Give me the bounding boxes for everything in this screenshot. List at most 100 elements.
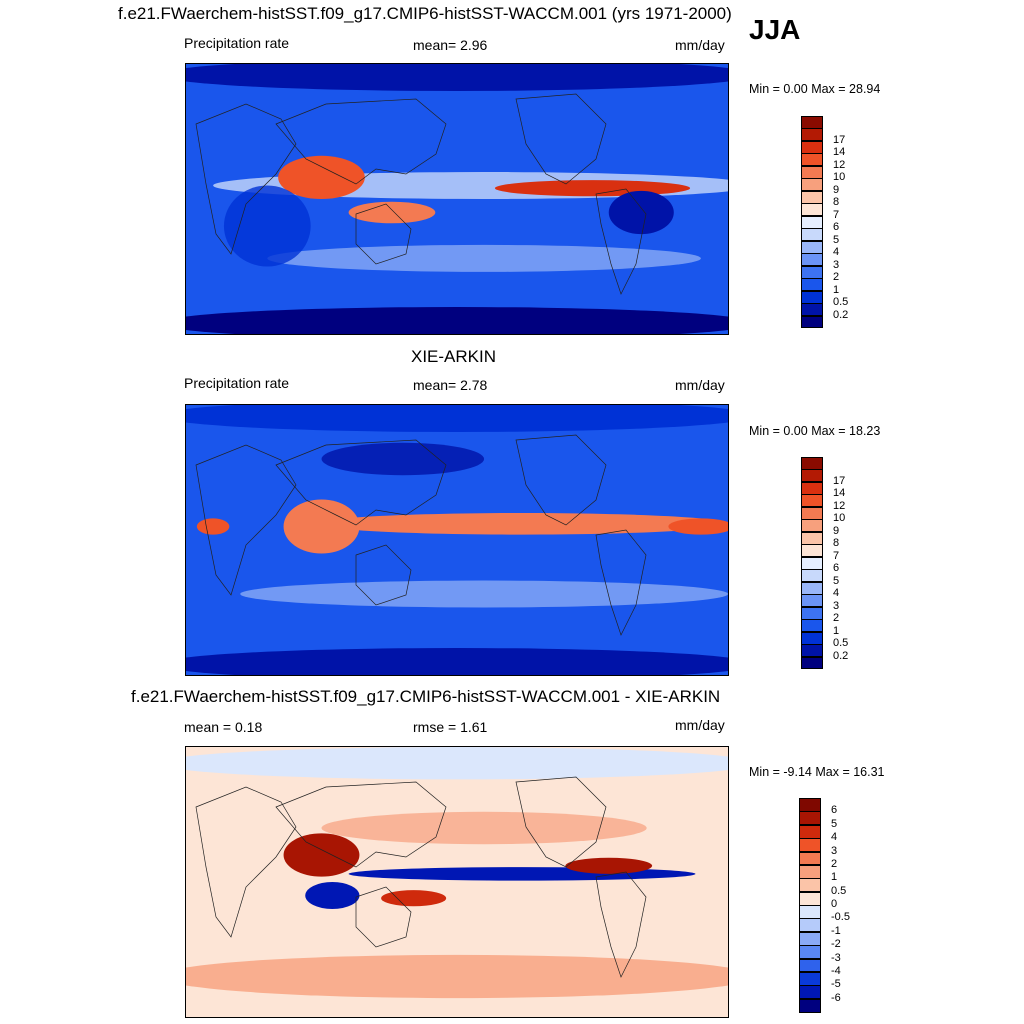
colorbar-tick-label: 7: [833, 208, 840, 221]
precip-region: [267, 244, 701, 272]
colorbar-swatch: [801, 303, 823, 317]
colorbar-tick-label: -6: [831, 991, 841, 1004]
panel-1-minmax: Min = 0.00 Max = 28.94: [749, 82, 881, 96]
colorbar-tick-label: 14: [833, 487, 846, 500]
colorbar-tick-label: 3: [831, 844, 838, 857]
colorbar-tick-label: 10: [833, 171, 846, 184]
precip-region: [240, 580, 728, 608]
colorbar-tick-label: 1: [833, 624, 840, 637]
colorbar-swatch: [801, 594, 823, 608]
colorbar-swatch: [801, 203, 823, 217]
colorbar-tick-label: 2: [833, 271, 840, 284]
colorbar-tick-label: -3: [831, 951, 841, 964]
panel-1-map-field: [186, 64, 728, 334]
colorbar-tick-label: -2: [831, 938, 841, 951]
colorbar-swatch: [801, 253, 823, 267]
colorbar-swatch: [799, 891, 821, 906]
colorbar-swatch: [801, 631, 823, 645]
colorbar-swatch: [799, 905, 821, 919]
colorbar-swatch: [801, 153, 823, 167]
precip-region: [196, 518, 230, 535]
colorbar-tick-label: 0.5: [831, 884, 847, 897]
precip-region: [186, 648, 728, 675]
coastline: [515, 93, 607, 185]
colorbar-swatch: [801, 469, 823, 483]
colorbar-swatch: [799, 971, 821, 986]
colorbar-swatch: [801, 481, 823, 495]
coastline: [275, 781, 447, 868]
precip-region: [186, 747, 728, 780]
colorbar-tick-label: 17: [833, 474, 846, 487]
colorbar-tick-label: 0: [831, 898, 838, 910]
coastline: [515, 776, 607, 868]
precip-region: [186, 64, 728, 91]
coastline: [275, 439, 447, 526]
precip-region: [283, 499, 360, 554]
coastline: [595, 871, 647, 978]
colorbar-tick-label: 5: [833, 233, 840, 246]
colorbar-tick-label: 7: [833, 549, 840, 562]
precip-region: [223, 185, 311, 267]
panel-3-units: mm/day: [675, 717, 725, 733]
panel-2-colorbar: 0.2 0.5 1 2 3 4 5 6 7 8 9 10 12 14 17: [801, 457, 881, 670]
colorbar-tick-label: 6: [833, 562, 840, 575]
colorbar-tick-label: 14: [833, 146, 846, 159]
colorbar-tick-label: 3: [833, 599, 840, 612]
colorbar-tick-label: -4: [831, 964, 841, 977]
colorbar-tick-label: 0.2: [833, 308, 849, 321]
coastline: [595, 188, 647, 295]
precip-region: [565, 857, 653, 874]
colorbar-swatch: [801, 190, 823, 204]
colorbar-swatch: [799, 838, 821, 852]
colorbar-swatch: [801, 494, 823, 508]
colorbar-tick-label: 8: [833, 537, 840, 550]
panel-3-map-field: [186, 747, 728, 1017]
colorbar-tick-label: 12: [833, 499, 846, 512]
colorbar-swatch: [799, 945, 821, 959]
precip-region: [283, 833, 360, 877]
precip-region: [494, 180, 691, 197]
coastline: [595, 529, 647, 636]
colorbar-swatch: [801, 569, 823, 583]
panel-3-center-label: rmse = 1.61: [413, 719, 488, 735]
colorbar-swatch: [801, 619, 823, 633]
colorbar-tick-label: 4: [833, 246, 840, 259]
colorbar-swatch: [801, 519, 823, 533]
precip-region: [305, 882, 360, 909]
colorbar-tick-label: 9: [833, 183, 840, 196]
colorbar-swatch: [801, 116, 823, 129]
panel-1-units: mm/day: [675, 37, 725, 53]
colorbar-swatch: [801, 544, 823, 558]
precip-region: [321, 811, 647, 845]
colorbar-swatch: [799, 931, 821, 946]
precip-region: [186, 405, 728, 432]
panel-1-center-label: mean= 2.96: [413, 37, 488, 53]
panel-2-left-label: Precipitation rate: [184, 375, 290, 391]
colorbar-swatch: [801, 581, 823, 595]
colorbar-tick-label: 0.5: [833, 637, 849, 650]
colorbar-swatch: [801, 556, 823, 570]
colorbar-swatch: [801, 265, 823, 279]
precip-region: [186, 307, 728, 334]
colorbar-tick-label: 10: [833, 512, 846, 525]
colorbar-swatch: [799, 798, 821, 812]
colorbar-swatch: [801, 240, 823, 254]
season-label: JJA: [749, 14, 801, 45]
coastline: [275, 98, 447, 185]
precip-region: [348, 201, 436, 224]
panel-2-units: mm/day: [675, 377, 725, 393]
colorbar-swatch: [801, 178, 823, 192]
panel-2-minmax: Min = 0.00 Max = 18.23: [749, 424, 881, 438]
colorbar-tick-label: 4: [831, 831, 838, 844]
colorbar-swatch: [801, 228, 823, 242]
panel-1-left-label: Precipitation rate: [184, 35, 290, 51]
coastline: [195, 444, 297, 596]
precip-region: [608, 190, 674, 235]
panel-3-title: f.e21.FWaerchem-histSST.f09_g17.CMIP6-hi…: [131, 687, 721, 706]
colorbar-tick-label: 2: [833, 612, 840, 625]
precip-region: [321, 442, 485, 476]
coastline: [195, 786, 297, 938]
colorbar-tick-label: 1: [831, 871, 838, 884]
coastline: [355, 203, 412, 265]
colorbar-swatch: [799, 998, 821, 1013]
